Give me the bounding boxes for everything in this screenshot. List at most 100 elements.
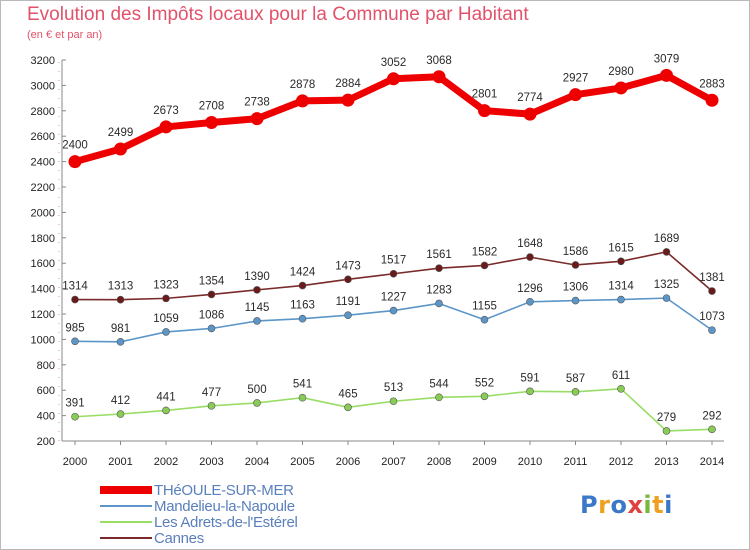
y-tick-label: 1400 xyxy=(31,284,55,296)
logo-letter: r xyxy=(598,491,611,519)
point-adrets xyxy=(162,406,170,415)
legend-label-cannes: Cannes xyxy=(154,530,204,547)
data-label-mandelieu: 1306 xyxy=(563,282,589,294)
data-label-adrets: 391 xyxy=(65,398,84,410)
point-cannes xyxy=(253,286,261,294)
point-cannes xyxy=(344,275,352,284)
point-adrets xyxy=(480,392,489,401)
data-label-mandelieu: 1163 xyxy=(290,300,315,312)
x-tick-label: 2010 xyxy=(518,456,542,468)
data-label-mandelieu: 985 xyxy=(65,322,84,334)
data-label-mandelieu: 1325 xyxy=(654,279,680,291)
y-tick-label: 600 xyxy=(37,385,55,397)
x-tick-label: 2000 xyxy=(63,456,87,468)
point-theoule xyxy=(205,115,218,129)
data-label-cannes: 1586 xyxy=(563,246,589,258)
point-theoule xyxy=(523,107,537,121)
x-tick-label: 2012 xyxy=(609,456,633,468)
data-label-theoule: 2499 xyxy=(108,127,134,139)
point-cannes xyxy=(207,290,216,299)
point-adrets xyxy=(344,403,352,412)
point-cannes xyxy=(617,257,625,266)
point-mandelieu xyxy=(480,315,489,324)
data-label-cannes: 1473 xyxy=(335,260,361,272)
data-label-adrets: 513 xyxy=(384,382,403,394)
point-cannes xyxy=(435,264,443,272)
data-label-adrets: 412 xyxy=(111,395,130,407)
point-cannes xyxy=(71,295,79,304)
point-adrets xyxy=(662,427,671,435)
y-tick-label: 1800 xyxy=(31,233,55,245)
data-label-cannes: 1314 xyxy=(62,281,88,293)
point-theoule xyxy=(387,72,400,86)
y-tick-label: 400 xyxy=(37,411,55,423)
data-label-adrets: 611 xyxy=(612,370,630,382)
data-label-cannes: 1582 xyxy=(472,246,498,258)
data-label-cannes: 1424 xyxy=(290,267,316,279)
point-mandelieu xyxy=(162,328,170,336)
data-label-cannes: 1381 xyxy=(699,272,725,284)
y-tick-label: 2800 xyxy=(31,106,55,118)
point-theoule xyxy=(296,94,309,108)
legend-label-theoule: THéOULE-SUR-MER xyxy=(154,482,294,499)
point-cannes xyxy=(526,253,534,261)
point-adrets xyxy=(71,412,79,421)
point-adrets xyxy=(116,410,125,418)
y-tick-label: 2000 xyxy=(31,207,55,219)
data-label-theoule: 3052 xyxy=(381,57,407,69)
logo-letter: i xyxy=(664,491,673,519)
data-label-adrets: 441 xyxy=(156,391,175,403)
point-adrets xyxy=(571,388,580,396)
x-tick-label: 2008 xyxy=(427,456,451,468)
point-cannes xyxy=(162,294,170,303)
data-label-theoule: 2673 xyxy=(153,105,179,117)
point-mandelieu xyxy=(526,298,534,306)
point-adrets xyxy=(435,393,443,402)
data-label-theoule: 2774 xyxy=(517,92,543,104)
point-theoule xyxy=(478,104,491,118)
point-cannes xyxy=(116,295,125,304)
x-tick-label: 2005 xyxy=(290,456,314,468)
point-mandelieu xyxy=(116,338,125,346)
x-tick-label: 2001 xyxy=(108,456,132,468)
data-label-adrets: 591 xyxy=(520,372,539,384)
chart-subtitle: (en € et par an) xyxy=(27,29,103,41)
data-label-adrets: 279 xyxy=(657,412,676,424)
legend-swatch-adrets xyxy=(100,521,152,523)
y-tick-label: 200 xyxy=(37,436,55,448)
chart-title: Evolution des Impôts locaux pour la Comm… xyxy=(27,4,529,25)
point-mandelieu xyxy=(435,299,443,308)
point-theoule xyxy=(68,155,82,169)
data-label-theoule: 2738 xyxy=(244,97,270,109)
data-label-theoule: 2883 xyxy=(699,78,725,90)
point-theoule xyxy=(159,120,173,134)
data-label-theoule: 2801 xyxy=(472,89,498,101)
data-label-mandelieu: 1296 xyxy=(517,283,543,295)
legend-label-mandelieu: Mandelieu-la-Napoule xyxy=(154,498,295,515)
point-theoule xyxy=(614,81,628,95)
legend-swatch-mandelieu xyxy=(100,505,152,507)
data-label-mandelieu: 1314 xyxy=(608,281,634,293)
data-label-mandelieu: 1155 xyxy=(472,301,497,313)
point-adrets xyxy=(708,425,716,434)
x-tick-label: 2004 xyxy=(245,456,269,468)
point-adrets xyxy=(298,393,307,402)
x-tick-label: 2013 xyxy=(654,456,678,468)
data-label-cannes: 1354 xyxy=(199,275,225,287)
data-label-mandelieu: 981 xyxy=(111,323,130,335)
point-mandelieu xyxy=(617,295,625,304)
point-cannes xyxy=(571,261,580,269)
logo-letter: o xyxy=(610,491,628,519)
data-label-theoule: 2708 xyxy=(199,100,225,112)
data-label-cannes: 1313 xyxy=(108,281,134,293)
x-tick-label: 2002 xyxy=(154,456,178,468)
y-tick-label: 1000 xyxy=(31,334,55,346)
y-tick-label: 3000 xyxy=(31,80,55,92)
y-tick-label: 2600 xyxy=(31,131,55,143)
legend-swatch-theoule xyxy=(100,486,152,494)
proxiti-logo: Proxiti xyxy=(580,491,673,519)
point-theoule xyxy=(660,68,673,82)
data-label-adrets: 541 xyxy=(293,379,312,391)
data-label-mandelieu: 1059 xyxy=(153,313,179,325)
